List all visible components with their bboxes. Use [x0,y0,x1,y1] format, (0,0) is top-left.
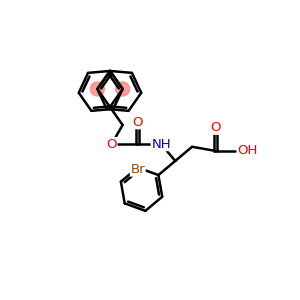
Circle shape [90,82,104,96]
Circle shape [116,82,130,96]
Text: Br: Br [130,163,145,176]
Text: O: O [210,121,220,134]
Text: O: O [106,138,117,151]
Text: O: O [132,116,142,129]
Text: OH: OH [238,144,258,157]
Text: NH: NH [151,138,171,151]
